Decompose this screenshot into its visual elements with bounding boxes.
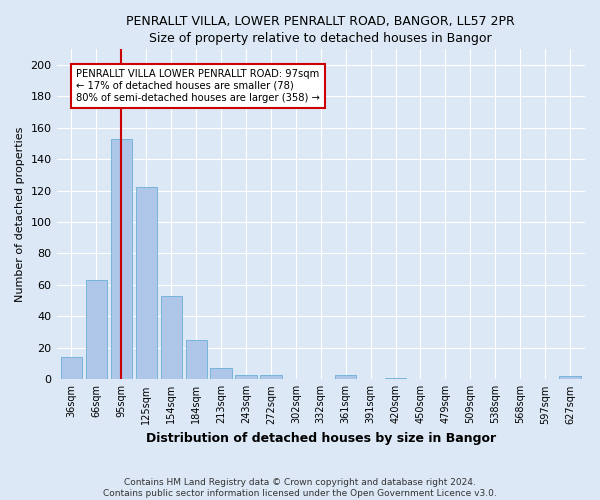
Text: Contains HM Land Registry data © Crown copyright and database right 2024.
Contai: Contains HM Land Registry data © Crown c… (103, 478, 497, 498)
Bar (260, 374, 281, 380)
Bar (161, 296, 182, 380)
Bar (185, 340, 207, 380)
Bar (335, 374, 356, 380)
Bar (136, 188, 157, 380)
X-axis label: Distribution of detached houses by size in Bangor: Distribution of detached houses by size … (146, 432, 496, 445)
Bar (111, 138, 132, 380)
Bar (559, 376, 581, 380)
Y-axis label: Number of detached properties: Number of detached properties (15, 126, 25, 302)
Bar (61, 358, 82, 380)
Bar (211, 368, 232, 380)
Text: PENRALLT VILLA LOWER PENRALLT ROAD: 97sqm
← 17% of detached houses are smaller (: PENRALLT VILLA LOWER PENRALLT ROAD: 97sq… (76, 70, 320, 102)
Bar (86, 280, 107, 380)
Bar (385, 378, 406, 380)
Bar (235, 374, 257, 380)
Title: PENRALLT VILLA, LOWER PENRALLT ROAD, BANGOR, LL57 2PR
Size of property relative : PENRALLT VILLA, LOWER PENRALLT ROAD, BAN… (127, 15, 515, 45)
